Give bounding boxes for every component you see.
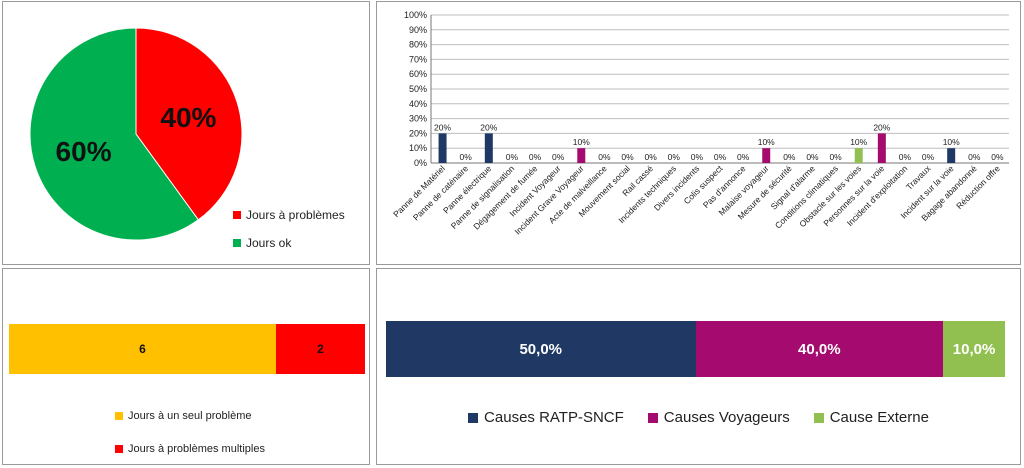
- y-tick-label: 100%: [404, 10, 427, 20]
- bar-value-label: 0%: [506, 152, 519, 162]
- causes-legend-item-ratp: Causes RATP-SNCF: [468, 409, 624, 426]
- legend-label: Causes RATP-SNCF: [484, 409, 624, 426]
- legend-label: Causes Voyageurs: [663, 409, 790, 426]
- bar-value-label: 0%: [621, 152, 634, 162]
- legend-swatch: [468, 412, 479, 423]
- pie-chart-panel: 40% 60% Jours à problèmes Jours ok: [2, 1, 370, 265]
- split-legend-item-multiple: Jours à problèmes multiples: [115, 443, 265, 455]
- pie-slice: [29, 27, 200, 241]
- causes-legend: Causes RATP-SNCF Causes Voyageurs Cause …: [377, 409, 1020, 426]
- legend-label: Jours à problèmes: [246, 208, 345, 222]
- y-tick-label: 10%: [409, 143, 427, 153]
- bar: [877, 133, 886, 163]
- causes-ratp-sncf-segment: 50,0%: [386, 321, 696, 377]
- pie-chart: 40% 60%: [29, 27, 243, 241]
- bar-value-label: 20%: [434, 122, 451, 132]
- bar-value-label: 0%: [598, 152, 611, 162]
- problem-days-panel: 6 2 Jours à un seul problème Jours à pro…: [2, 268, 370, 465]
- bar-value-label: 0%: [829, 152, 842, 162]
- segment-label: 10,0%: [952, 340, 996, 358]
- bar-value-label: 0%: [552, 152, 565, 162]
- incident-bar-chart-panel: 0% 10% 20% 30% 40% 50% 60% 70% 80% 90% 100% 20% Pann…: [376, 1, 1021, 265]
- bar-value-label: 10%: [573, 137, 590, 147]
- incident-bar-chart: 0%10%20%30%40%50%60%70%80%90%100%20%Pann…: [391, 10, 1009, 237]
- pie-legend-item-problems: Jours à problèmes: [233, 208, 345, 222]
- causes-legend-item-externe: Cause Externe: [813, 409, 929, 426]
- causes-panel: 50,0% 40,0% 10,0% Causes RATP-SNCF Cause…: [376, 268, 1021, 465]
- legend-swatch: [115, 412, 123, 420]
- bar-value-label: 20%: [480, 122, 497, 132]
- legend-label: Jours ok: [246, 236, 292, 250]
- y-tick-label: 90%: [409, 25, 427, 35]
- y-tick-label: 60%: [409, 69, 427, 79]
- bar-value-label: 0%: [806, 152, 819, 162]
- y-tick-label: 0%: [414, 158, 427, 168]
- single-problem-segment: 6: [9, 324, 276, 374]
- y-tick-label: 70%: [409, 54, 427, 64]
- legend-swatch: [647, 412, 658, 423]
- cause-externe-segment: 10,0%: [943, 321, 1005, 377]
- bar: [484, 133, 493, 163]
- bar: [947, 148, 956, 163]
- segment-label: 2: [317, 342, 324, 356]
- legend-label: Jours à problèmes multiples: [128, 443, 265, 455]
- multiple-problems-segment: 2: [276, 324, 365, 374]
- bar-value-label: 0%: [529, 152, 542, 162]
- segment-label: 6: [139, 342, 146, 356]
- legend-swatch: [233, 211, 241, 219]
- y-tick-label: 40%: [409, 99, 427, 109]
- segment-label: 40,0%: [798, 340, 841, 358]
- bar-value-label: 0%: [737, 152, 750, 162]
- y-tick-label: 50%: [409, 84, 427, 94]
- bar: [854, 148, 863, 163]
- pie-legend-item-ok: Jours ok: [233, 236, 291, 250]
- bar-value-label: 0%: [968, 152, 981, 162]
- legend-swatch: [813, 412, 824, 423]
- bar-value-label: 0%: [783, 152, 796, 162]
- segment-label: 50,0%: [519, 340, 563, 358]
- pie-slice-label: 40%: [160, 102, 216, 133]
- bar-value-label: 0%: [899, 152, 912, 162]
- bar-value-label: 10%: [850, 137, 867, 147]
- bar-value-label: 0%: [644, 152, 657, 162]
- pie-slice: [135, 27, 243, 221]
- bar-value-label: 10%: [943, 137, 960, 147]
- bar-value-label: 0%: [668, 152, 681, 162]
- pie-slice-label: 60%: [56, 136, 112, 167]
- split-legend-item-single: Jours à un seul problème: [115, 410, 252, 422]
- bar-value-label: 0%: [460, 152, 473, 162]
- bar: [762, 148, 771, 163]
- bar: [438, 133, 447, 163]
- legend-swatch: [233, 239, 241, 247]
- bar-value-label: 20%: [873, 122, 890, 132]
- legend-label: Jours à un seul problème: [128, 410, 252, 422]
- bar-value-label: 0%: [714, 152, 727, 162]
- bar-value-label: 0%: [691, 152, 704, 162]
- causes-legend-item-voyageurs: Causes Voyageurs: [647, 409, 790, 426]
- legend-label: Cause Externe: [829, 409, 929, 426]
- y-tick-label: 30%: [409, 114, 427, 124]
- bar-value-label: 0%: [991, 152, 1004, 162]
- bar-value-label: 10%: [758, 137, 775, 147]
- y-tick-label: 80%: [409, 40, 427, 50]
- bar: [577, 148, 586, 163]
- y-tick-label: 20%: [409, 128, 427, 138]
- legend-swatch: [115, 445, 123, 453]
- causes-voyageurs-segment: 40,0%: [695, 321, 944, 377]
- bar-value-label: 0%: [922, 152, 935, 162]
